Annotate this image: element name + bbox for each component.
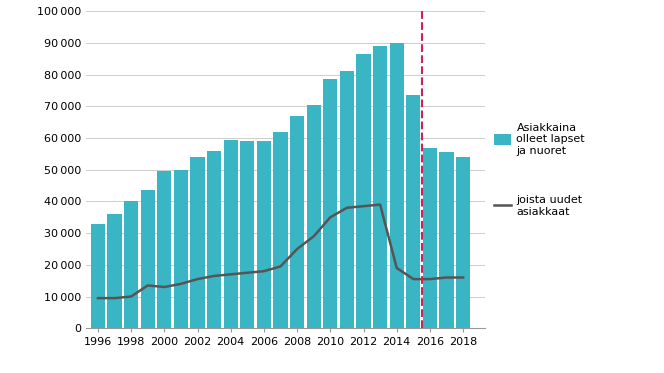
Bar	[207, 151, 221, 328]
Bar	[357, 54, 371, 328]
Bar	[257, 141, 271, 328]
Bar	[108, 214, 122, 328]
Bar	[440, 152, 454, 328]
Bar	[240, 141, 254, 328]
Bar	[141, 190, 155, 328]
Bar	[423, 147, 437, 328]
Bar	[290, 116, 304, 328]
Bar	[307, 105, 321, 328]
Bar	[224, 140, 238, 328]
Bar	[124, 201, 138, 328]
Bar	[390, 43, 404, 328]
Bar	[91, 223, 105, 328]
Bar	[174, 170, 188, 328]
Bar	[456, 157, 470, 328]
Bar	[406, 95, 420, 328]
Bar	[323, 79, 337, 328]
Bar	[191, 157, 205, 328]
Bar	[340, 71, 354, 328]
Legend: Asiakkaina
olleet lapset
ja nuoret, joista uudet
asiakkaat: Asiakkaina olleet lapset ja nuoret, jois…	[494, 123, 585, 217]
Bar	[373, 46, 387, 328]
Bar	[274, 132, 288, 328]
Bar	[157, 171, 171, 328]
